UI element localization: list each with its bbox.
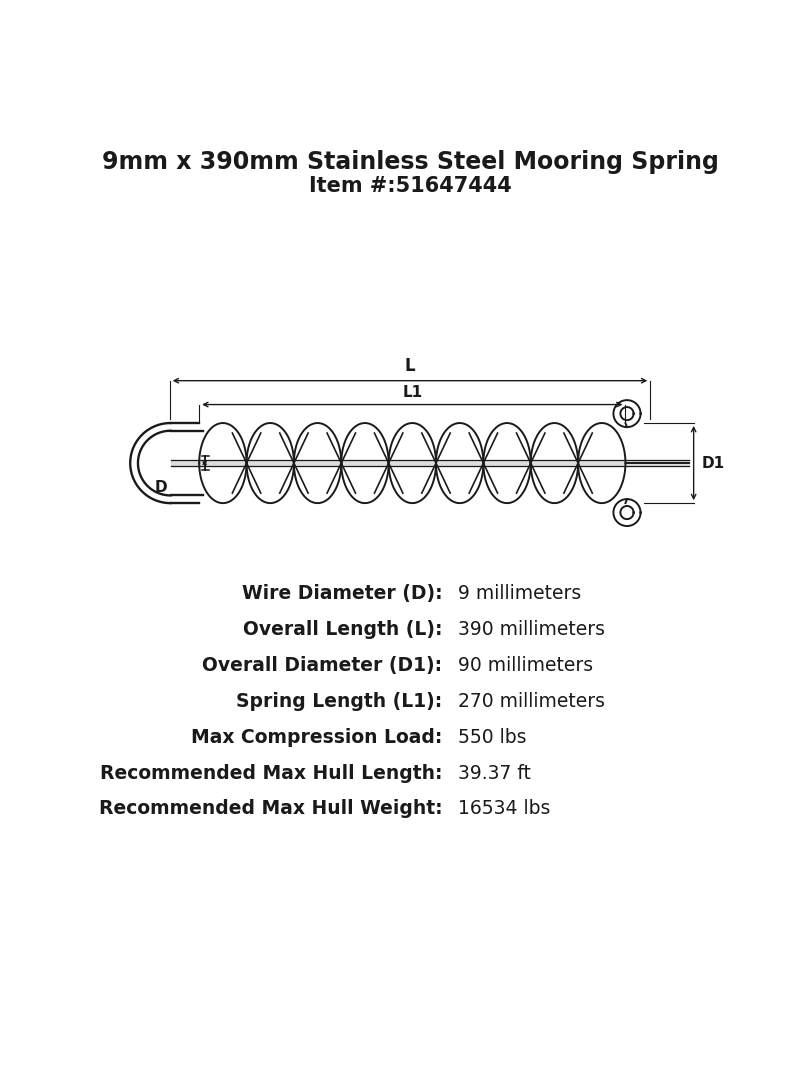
Text: Overall Diameter (D1):: Overall Diameter (D1): [202,657,442,675]
Text: 90 millimeters: 90 millimeters [458,657,593,675]
Text: 550 lbs: 550 lbs [458,727,526,747]
Text: L: L [405,358,415,375]
Text: Wire Diameter (D):: Wire Diameter (D): [242,585,442,603]
Text: Recommended Max Hull Length:: Recommended Max Hull Length: [100,763,442,783]
Text: 16534 lbs: 16534 lbs [458,799,550,819]
Text: Overall Length (L):: Overall Length (L): [243,621,442,639]
Text: Max Compression Load:: Max Compression Load: [191,727,442,747]
Text: D: D [155,480,167,495]
Text: 9mm x 390mm Stainless Steel Mooring Spring: 9mm x 390mm Stainless Steel Mooring Spri… [102,150,718,174]
Text: 270 millimeters: 270 millimeters [458,692,605,711]
Text: 390 millimeters: 390 millimeters [458,621,605,639]
Text: Item #:51647444: Item #:51647444 [309,176,511,196]
Text: D1: D1 [702,455,725,471]
Text: 39.37 ft: 39.37 ft [458,763,531,783]
Text: Recommended Max Hull Weight:: Recommended Max Hull Weight: [99,799,442,819]
Text: L1: L1 [402,385,422,400]
Text: Spring Length (L1):: Spring Length (L1): [236,692,442,711]
Text: 9 millimeters: 9 millimeters [458,585,582,603]
